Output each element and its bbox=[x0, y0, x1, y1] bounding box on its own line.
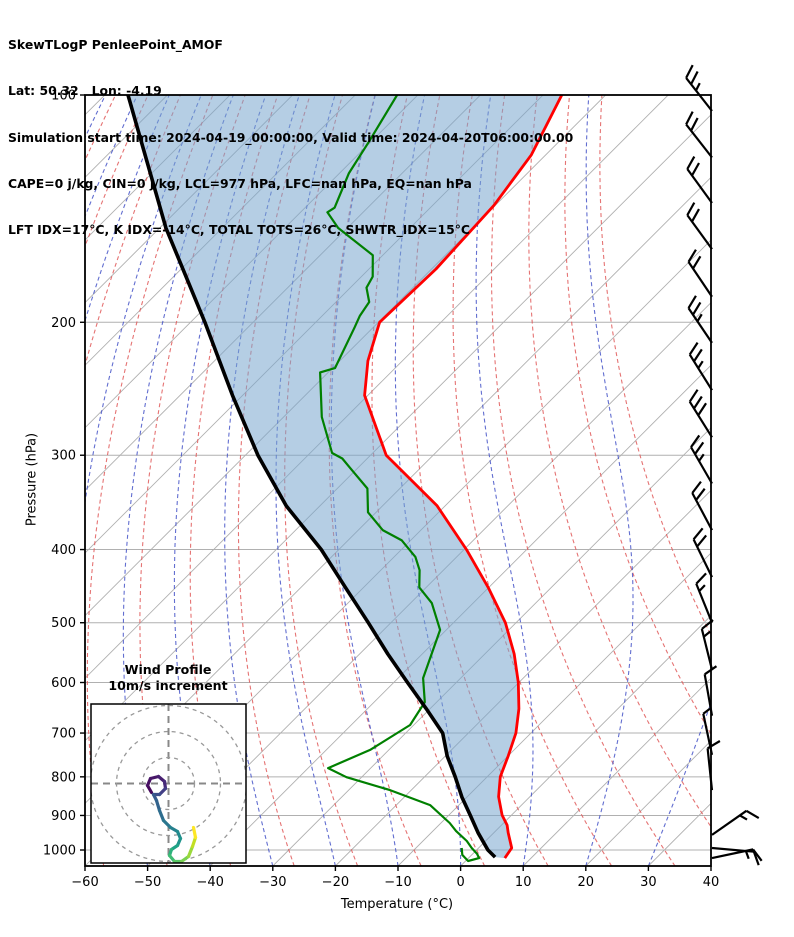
wind-barb bbox=[687, 249, 713, 298]
wind-barb bbox=[687, 295, 713, 344]
x-tick-label: 30 bbox=[640, 875, 657, 890]
y-tick-label: 100 bbox=[51, 89, 76, 104]
wind-barb bbox=[686, 202, 713, 250]
wind-barb bbox=[690, 434, 713, 485]
wind-barbs-group bbox=[685, 64, 763, 866]
parcel-curve bbox=[126, 95, 497, 859]
hodograph-trace-segment bbox=[157, 808, 166, 823]
hodograph-title: Wind Profile bbox=[124, 662, 212, 677]
axis-ticks: −60 −50 −40 −30 −20 −10 0 10 20 30 40 100 200 300 400 5… bbox=[43, 89, 719, 891]
x-tick-label: −60 bbox=[71, 875, 98, 890]
x-tick-label: −20 bbox=[322, 875, 349, 890]
hodograph-trace-segment bbox=[161, 818, 173, 830]
title-line-times: Simulation start time: 2024-04-19_00:00:… bbox=[8, 129, 574, 145]
wind-barb bbox=[703, 665, 718, 716]
wind-barb bbox=[706, 740, 721, 791]
x-axis-label: Temperature (°C) bbox=[340, 897, 454, 912]
wind-barb bbox=[688, 389, 713, 438]
title-line-indices: LFT IDX=17°C, K IDX=-14°C, TOTAL TOTS=26… bbox=[8, 222, 471, 238]
wind-barb bbox=[685, 64, 713, 112]
x-tick-label: −30 bbox=[259, 875, 286, 890]
hodograph-trace-segment bbox=[154, 798, 162, 813]
y-tick-label: 700 bbox=[51, 727, 76, 742]
dewpoint-curve bbox=[319, 95, 481, 863]
x-tick-label: −40 bbox=[196, 875, 223, 890]
x-tick-label: 40 bbox=[703, 875, 720, 890]
y-tick-label: 400 bbox=[51, 543, 76, 558]
y-tick-label: 600 bbox=[51, 676, 76, 691]
cape-shaded-area bbox=[128, 95, 562, 859]
hodograph-trace-segment bbox=[191, 825, 198, 840]
title-line-cape: CAPE=0 j/kg, CIN=0 j/kg, LCL=977 hPa, LF… bbox=[8, 175, 472, 191]
y-tick-label: 500 bbox=[51, 616, 76, 631]
hodograph-trace-segment bbox=[186, 844, 195, 859]
profile-curves bbox=[126, 95, 564, 863]
wind-barb bbox=[702, 707, 714, 756]
temperature-curve bbox=[363, 95, 564, 859]
wind-barb bbox=[711, 809, 760, 836]
x-tick-label: −10 bbox=[384, 875, 411, 890]
wind-barb bbox=[691, 480, 713, 531]
wind-barb bbox=[692, 527, 713, 578]
wind-barb bbox=[700, 619, 714, 670]
x-tick-label: −50 bbox=[134, 875, 161, 890]
hodograph-ring bbox=[115, 730, 222, 837]
wind-barb bbox=[695, 572, 714, 624]
x-tick-label: 20 bbox=[578, 875, 595, 890]
chart-header: SkewTLogP PenleePoint_AMOF Lat: 50.32 Lo… bbox=[8, 6, 573, 269]
title-line-main: SkewTLogP PenleePoint_AMOF bbox=[8, 36, 223, 52]
y-tick-label: 200 bbox=[51, 316, 76, 331]
y-axis-label: Pressure (hPa) bbox=[24, 432, 40, 527]
title-line-coords: Lat: 50.32 Lon: -4.19 bbox=[8, 83, 162, 99]
hodograph-ring bbox=[141, 756, 196, 811]
wind-barb bbox=[686, 155, 713, 204]
hodograph-border bbox=[90, 703, 247, 864]
x-tick-label: 0 bbox=[456, 875, 464, 890]
y-tick-label: 300 bbox=[51, 449, 76, 464]
wind-barb bbox=[685, 111, 713, 159]
x-tick-label: 10 bbox=[515, 875, 532, 890]
y-tick-label: 1000 bbox=[43, 844, 76, 859]
hodograph-ring bbox=[91, 704, 246, 863]
hodograph-subtitle: 10m/s increment bbox=[108, 678, 228, 693]
wind-barb bbox=[688, 342, 713, 391]
hodograph-inset bbox=[90, 703, 247, 864]
y-tick-label: 800 bbox=[51, 770, 76, 785]
wind-barb bbox=[711, 848, 763, 862]
y-tick-label: 900 bbox=[51, 809, 76, 824]
